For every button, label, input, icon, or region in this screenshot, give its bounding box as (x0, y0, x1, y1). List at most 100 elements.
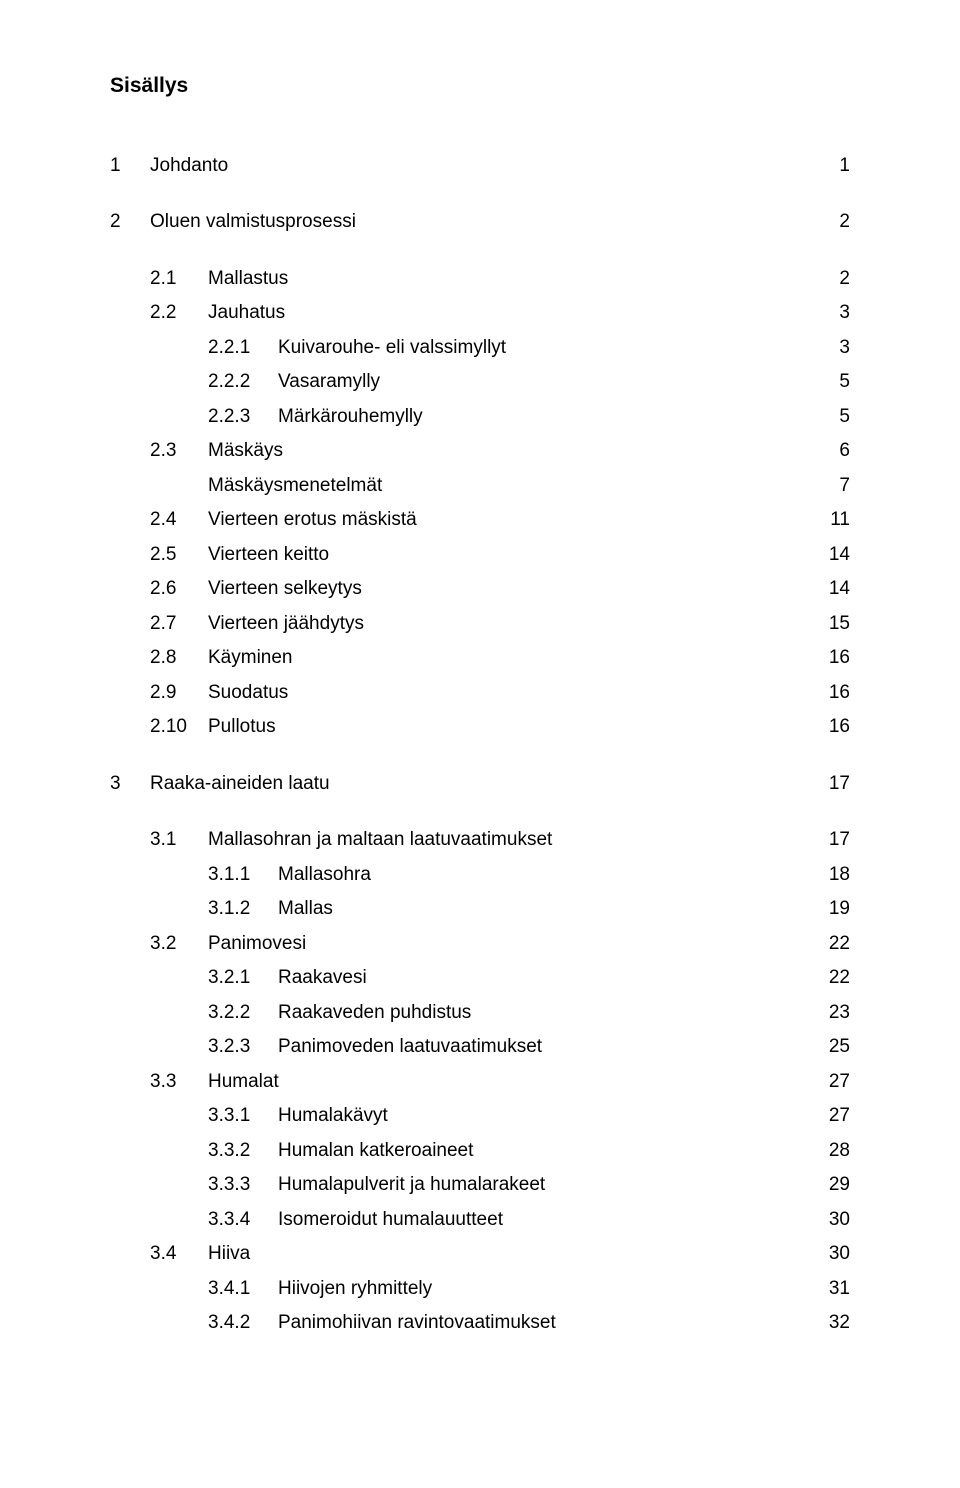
toc-entry-label: Vasaramylly (278, 368, 810, 397)
toc-entry-page: 22 (810, 930, 850, 959)
toc-entry-number: 3.3 (150, 1068, 208, 1097)
toc-entry-number: 3.1.1 (208, 861, 278, 890)
toc-entry-label: Humalat (208, 1068, 810, 1097)
toc-entry: 2.2Jauhatus3 (110, 299, 850, 328)
toc-entry: 2.7Vierteen jäähdytys15 (110, 610, 850, 639)
toc-entry-number: 2.5 (150, 541, 208, 570)
toc-entry-label: Isomeroidut humalauutteet (278, 1206, 810, 1235)
toc-entry-number: 2.2.2 (208, 368, 278, 397)
toc-entry: Mäskäysmenetelmät7 (110, 472, 850, 501)
toc-entry-page: 16 (810, 713, 850, 742)
toc-entry-page: 16 (810, 679, 850, 708)
toc-entry-label: Humalan katkeroaineet (278, 1137, 810, 1166)
toc-entry-number: 2.7 (150, 610, 208, 639)
toc-entry: 3.4.2Panimohiivan ravintovaatimukset32 (110, 1309, 850, 1338)
toc-entry: 2.4Vierteen erotus mäskistä11 (110, 506, 850, 535)
toc-entry-number: 2.9 (150, 679, 208, 708)
toc-entry-number: 2.2.3 (208, 403, 278, 432)
toc-entry: 3.1.2Mallas19 (110, 895, 850, 924)
toc-title: Sisällys (110, 70, 850, 102)
toc-entry-page: 2 (810, 265, 850, 294)
toc-entry-number: 3.3.2 (208, 1137, 278, 1166)
toc-entry-label: Panimoveden laatuvaatimukset (278, 1033, 810, 1062)
toc-entry-page: 5 (810, 368, 850, 397)
toc-entry: 1Johdanto1 (110, 152, 850, 181)
toc-entry: 3.4Hiiva30 (110, 1240, 850, 1269)
toc-entry-page: 25 (810, 1033, 850, 1062)
toc-entry-label: Raakaveden puhdistus (278, 999, 810, 1028)
toc-entry-page: 27 (810, 1068, 850, 1097)
toc-entry-number: 3.2.2 (208, 999, 278, 1028)
toc-entry-page: 28 (810, 1137, 850, 1166)
toc-entry-number: 3.4.2 (208, 1309, 278, 1338)
toc-entry-number: 3.3.3 (208, 1171, 278, 1200)
toc-entry: 2.8Käyminen16 (110, 644, 850, 673)
toc-entry-page: 17 (810, 770, 850, 799)
toc-entry-label: Vierteen keitto (208, 541, 810, 570)
toc-entry-number: 3.2.1 (208, 964, 278, 993)
toc-entry-number: 3.1.2 (208, 895, 278, 924)
toc-entry-page: 27 (810, 1102, 850, 1131)
toc-entry-page: 31 (810, 1275, 850, 1304)
toc-entry-number: 3.1 (150, 826, 208, 855)
toc-entry-page: 15 (810, 610, 850, 639)
toc-entry: 3.2.2Raakaveden puhdistus23 (110, 999, 850, 1028)
toc-entry-label: Humalakävyt (278, 1102, 810, 1131)
toc-entry-label: Hiiva (208, 1240, 810, 1269)
toc-entry-page: 7 (810, 472, 850, 501)
toc-entry-number: 2.3 (150, 437, 208, 466)
toc-entry: 3.3.2Humalan katkeroaineet28 (110, 1137, 850, 1166)
toc-entry-page: 22 (810, 964, 850, 993)
toc-entry-label: Vierteen erotus mäskistä (208, 506, 810, 535)
toc-entry-label: Panimovesi (208, 930, 810, 959)
toc-entry: 3.4.1Hiivojen ryhmittely31 (110, 1275, 850, 1304)
toc-entry: 3.2Panimovesi22 (110, 930, 850, 959)
toc-entry-label: Mäskäysmenetelmät (150, 472, 810, 501)
toc-entry: 3.1Mallasohran ja maltaan laatuvaatimuks… (110, 826, 850, 855)
toc-entry-number: 2.1 (150, 265, 208, 294)
toc-entry-page: 19 (810, 895, 850, 924)
toc-entry-number: 3.3.4 (208, 1206, 278, 1235)
toc-entry: 2.2.2Vasaramylly5 (110, 368, 850, 397)
toc-entry-page: 11 (810, 506, 850, 535)
toc-entry: 2.2.1Kuivarouhe- eli valssimyllyt3 (110, 334, 850, 363)
toc-entry-page: 2 (810, 208, 850, 237)
toc-entry: 2.2.3Märkärouhemylly5 (110, 403, 850, 432)
toc-entry-label: Hiivojen ryhmittely (278, 1275, 810, 1304)
toc-entry-page: 29 (810, 1171, 850, 1200)
toc-entry-page: 18 (810, 861, 850, 890)
toc-entry-page: 5 (810, 403, 850, 432)
toc-entry-label: Mallasohran ja maltaan laatuvaatimukset (208, 826, 810, 855)
toc-entry-label: Kuivarouhe- eli valssimyllyt (278, 334, 810, 363)
toc-entry: 3.3.3Humalapulverit ja humalarakeet29 (110, 1171, 850, 1200)
toc-entry-page: 3 (810, 299, 850, 328)
toc-entry-page: 17 (810, 826, 850, 855)
toc-entry: 3.2.1Raakavesi22 (110, 964, 850, 993)
toc-entry-page: 14 (810, 575, 850, 604)
toc-entry-label: Johdanto (150, 152, 810, 181)
toc-entry-label: Vierteen selkeytys (208, 575, 810, 604)
toc-entry-number: 2 (110, 208, 150, 237)
toc-entry: 2.1Mallastus2 (110, 265, 850, 294)
toc-entry-page: 3 (810, 334, 850, 363)
toc-entry-label: Vierteen jäähdytys (208, 610, 810, 639)
toc-entry: 3.3.1Humalakävyt27 (110, 1102, 850, 1131)
toc-entry-page: 32 (810, 1309, 850, 1338)
toc-entry-label: Mallasohra (278, 861, 810, 890)
toc-entry-number: 3.2.3 (208, 1033, 278, 1062)
toc-entry: 3.1.1Mallasohra18 (110, 861, 850, 890)
toc-entry-number: 1 (110, 152, 150, 181)
toc-entry: 3Raaka-aineiden laatu17 (110, 770, 850, 799)
toc-entry-label: Raaka-aineiden laatu (150, 770, 810, 799)
toc-entry-page: 30 (810, 1240, 850, 1269)
toc-entry-page: 30 (810, 1206, 850, 1235)
toc-entry: 3.2.3Panimoveden laatuvaatimukset25 (110, 1033, 850, 1062)
toc-entry: 2.3Mäskäys6 (110, 437, 850, 466)
toc-entry-label: Pullotus (208, 713, 810, 742)
toc-entry: 2.10Pullotus16 (110, 713, 850, 742)
toc-entry-number: 3.3.1 (208, 1102, 278, 1131)
toc-entry-page: 16 (810, 644, 850, 673)
toc-entry: 3.3Humalat27 (110, 1068, 850, 1097)
toc-entry: 2.5Vierteen keitto14 (110, 541, 850, 570)
toc-entry-number: 2.6 (150, 575, 208, 604)
